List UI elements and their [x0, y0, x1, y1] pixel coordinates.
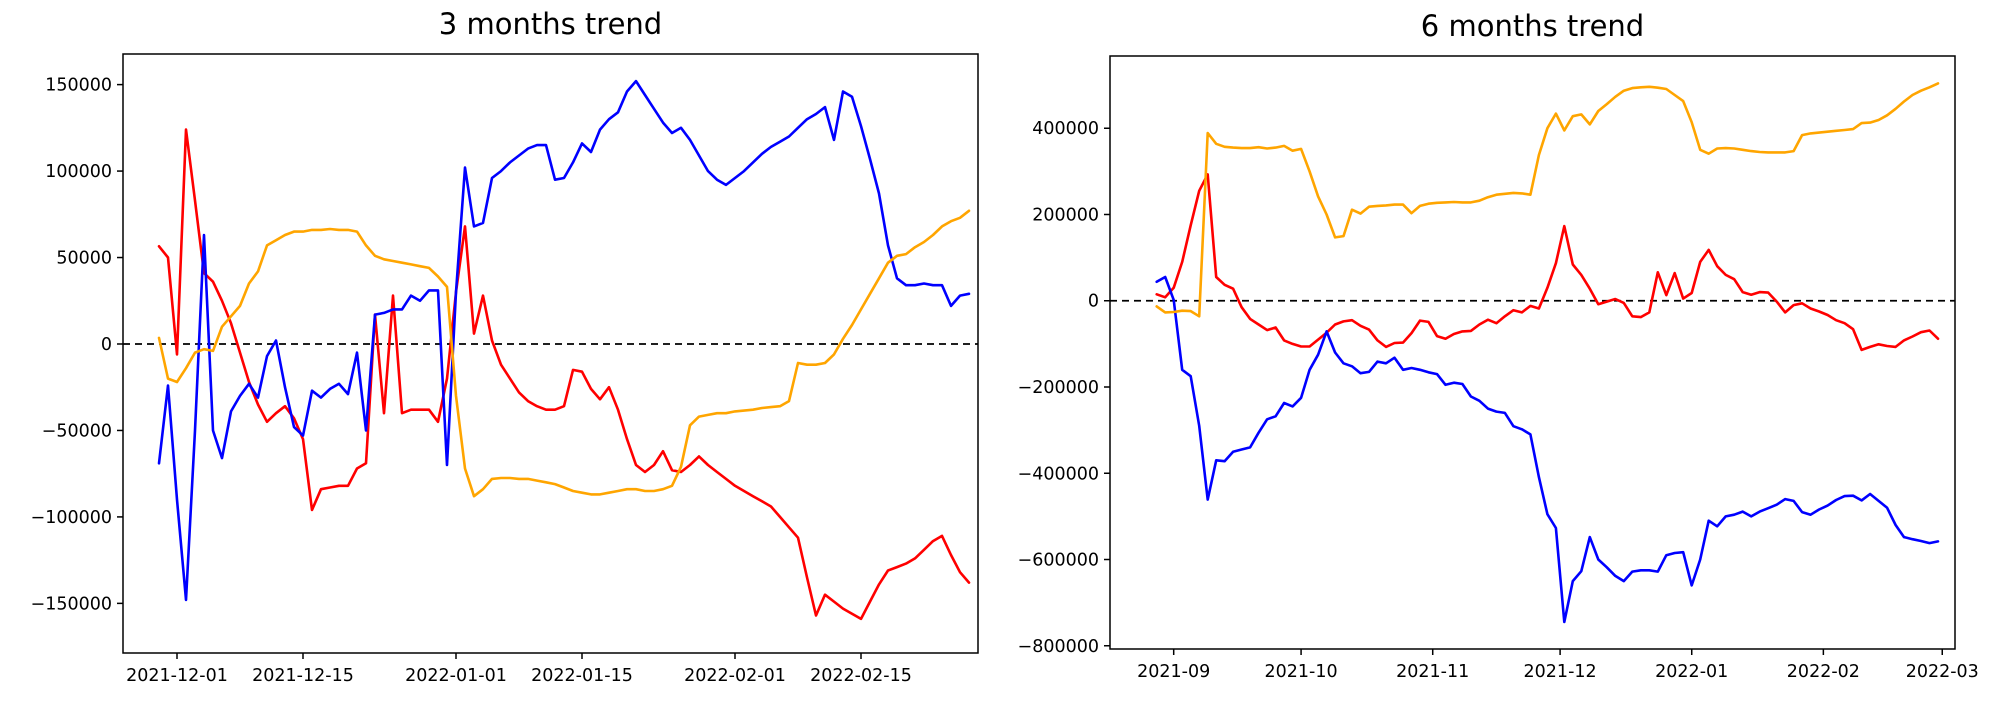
right-chart-y-tick-label: 200000 — [1032, 205, 1099, 225]
right-chart-y-tick-label: −600000 — [1018, 551, 1099, 571]
left-chart-y-tick-label: −50000 — [42, 421, 112, 441]
left-chart-y-tick-label: −100000 — [31, 508, 112, 528]
right-chart-title: 6 months trend — [1421, 9, 1644, 43]
right-chart-red-series-line — [1155, 173, 1940, 352]
right-chart-y-tick-label: 0 — [1088, 292, 1099, 312]
left-chart-red-series-line — [157, 128, 971, 621]
left-chart-y-tick-label: 0 — [101, 335, 112, 355]
right-chart-x-tick-label: 2021-10 — [1265, 662, 1338, 682]
left-chart-title: 3 months trend — [439, 7, 662, 41]
right-chart-x-tick-label: 2022-03 — [1906, 662, 1979, 682]
left-chart-x-tick-label: 2022-02-15 — [810, 666, 912, 686]
right-chart-plot-border — [1109, 55, 1956, 650]
left-chart-x-tick-label: 2022-01-15 — [531, 666, 633, 686]
left-chart-plot-border — [122, 53, 979, 654]
right-chart-x-tick-label: 2021-11 — [1396, 662, 1469, 682]
left-chart-y-tick-label: 150000 — [45, 76, 112, 96]
left-chart-y-tick-label: 50000 — [56, 249, 112, 269]
right-chart-orange-series-line — [1155, 82, 1940, 318]
left-chart-x-tick-label: 2021-12-01 — [126, 666, 228, 686]
right-chart-x-tick-label: 2022-02 — [1787, 662, 1860, 682]
right-chart-y-tick-label: −200000 — [1018, 378, 1099, 398]
right-chart-y-tick-label: 400000 — [1032, 119, 1099, 139]
right-chart-blue-series-line — [1155, 275, 1940, 624]
left-chart-orange-series-line — [157, 209, 971, 498]
right-chart-x-tick-label: 2021-09 — [1137, 662, 1210, 682]
left-chart: 3 months trend 150000 100000 50000 0 −50000 −1… — [31, 7, 979, 686]
left-chart-x-tick-label: 2021-12-15 — [252, 666, 354, 686]
right-chart-x-tick-label: 2021-12 — [1524, 662, 1597, 682]
right-chart-x-tick-label: 2022-01 — [1655, 662, 1728, 682]
left-chart-x-tick-label: 2022-02-01 — [684, 666, 786, 686]
left-chart-blue-series-line — [157, 79, 971, 602]
right-chart: 6 months trend 400000 200000 0 −200000 −40000… — [1018, 9, 1979, 682]
left-chart-x-tick-label: 2022-01-01 — [405, 666, 507, 686]
left-chart-y-tick-label: −150000 — [31, 594, 112, 614]
right-chart-y-tick-label: −400000 — [1018, 464, 1099, 484]
right-chart-y-tick-label: −800000 — [1018, 637, 1099, 657]
left-chart-y-tick-label: 100000 — [45, 162, 112, 182]
